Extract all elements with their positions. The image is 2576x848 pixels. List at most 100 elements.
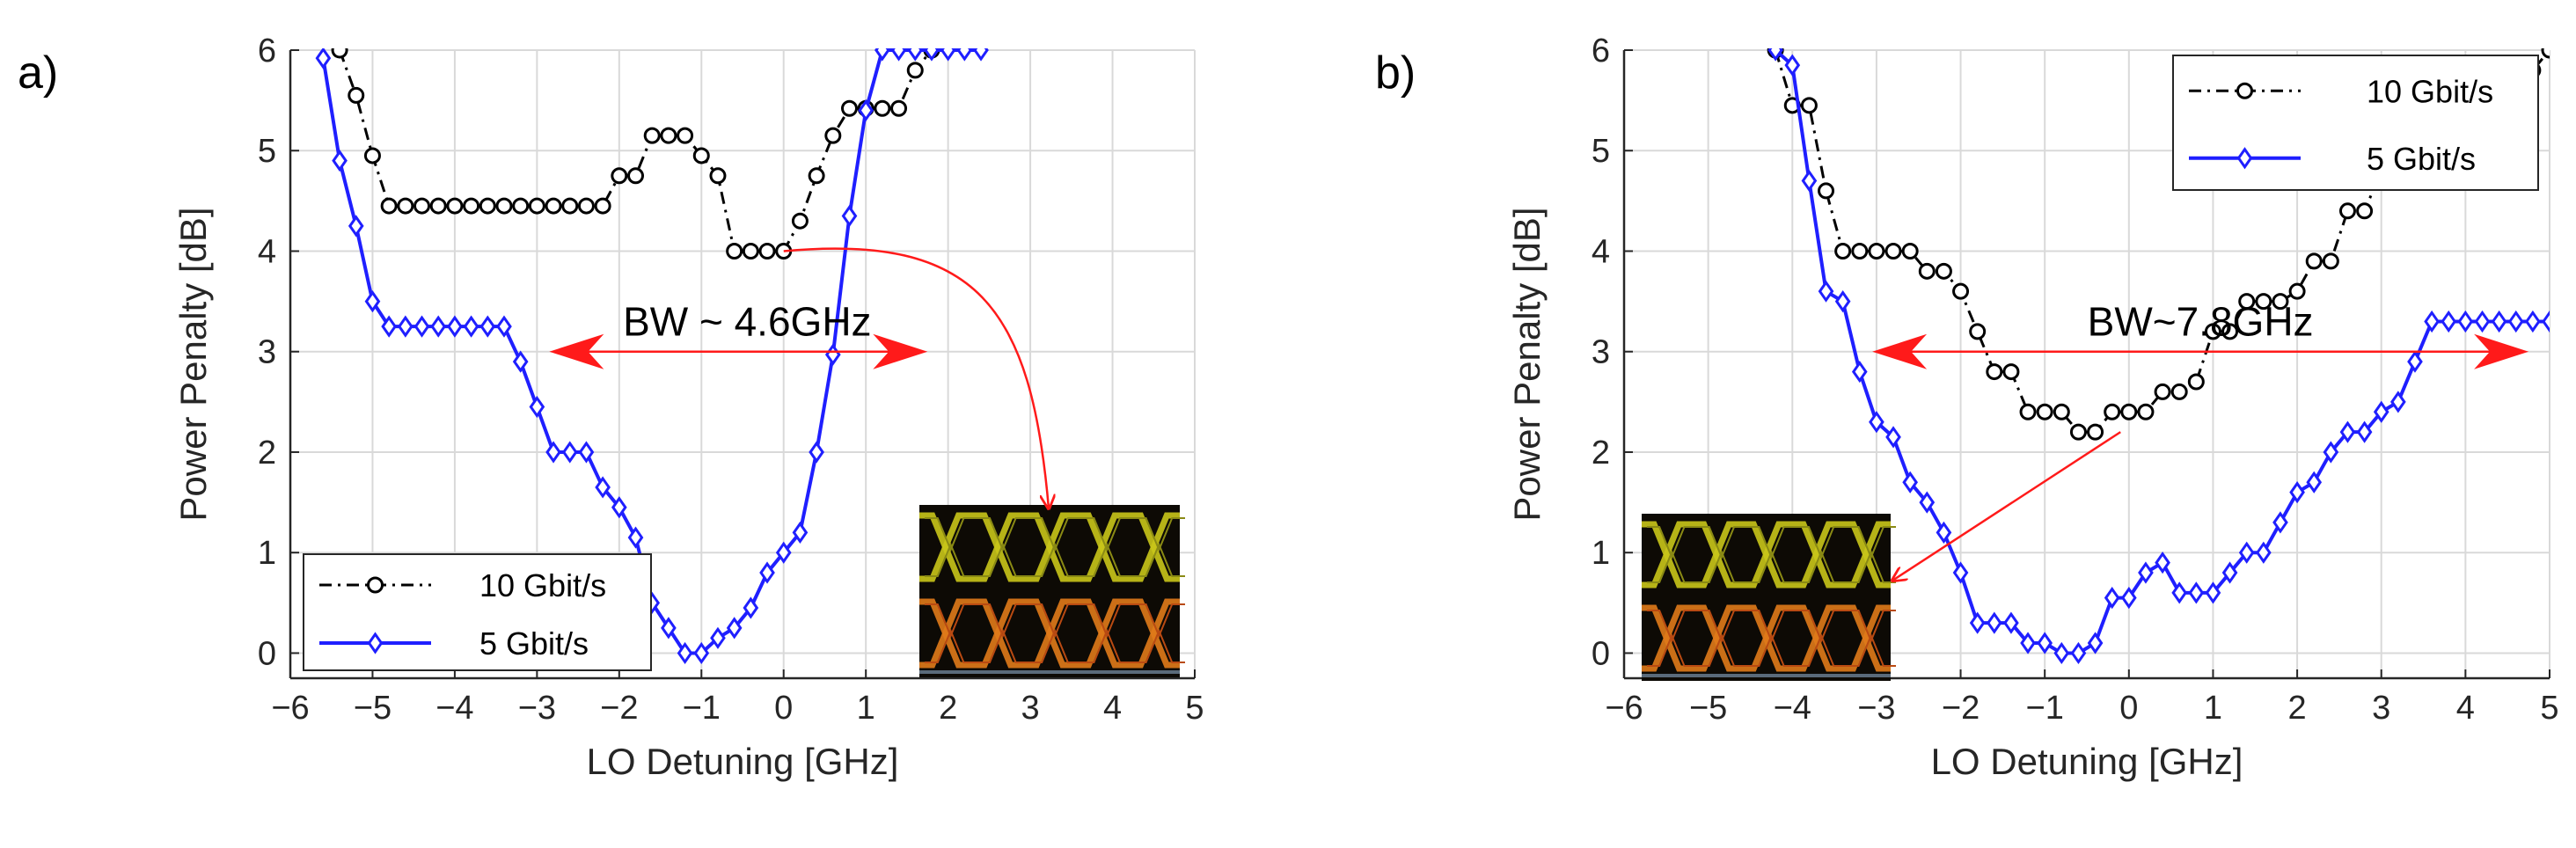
data-point-10g — [1834, 242, 1852, 260]
eye-diagram-inset — [1642, 514, 1896, 681]
data-point-5g — [496, 315, 512, 338]
data-point-10g — [380, 197, 398, 215]
data-point-5g — [775, 541, 792, 564]
x-tick-label: −2 — [1942, 690, 1980, 727]
data-point-5g — [2407, 350, 2423, 373]
data-point-5g — [413, 315, 430, 338]
legend-marker-circle — [2236, 82, 2253, 99]
data-point-10g — [2322, 252, 2339, 270]
data-point-10g — [874, 99, 891, 117]
data-point-5g — [348, 215, 364, 238]
legend-marker-diamond — [2236, 147, 2253, 170]
legend: 10 Gbit/s 5 Gbit/s — [2172, 55, 2539, 191]
x-tick-label: −4 — [1774, 690, 1811, 727]
data-point-5g — [743, 596, 759, 619]
data-point-10g — [495, 197, 513, 215]
data-point-5g — [2238, 541, 2255, 564]
data-point-10g — [1818, 182, 1835, 200]
data-point-5g — [2070, 641, 2087, 665]
data-point-10g — [791, 212, 809, 230]
data-point-10g — [627, 167, 645, 185]
bw-arrowhead-left — [549, 333, 604, 369]
eye-trace — [919, 538, 1180, 582]
data-point-10g — [2120, 403, 2138, 420]
data-point-10g — [660, 127, 677, 144]
x-tick-label: 0 — [774, 690, 793, 727]
y-tick-label: 1 — [1592, 535, 1610, 572]
series-group — [315, 48, 989, 665]
data-point-10g — [2272, 293, 2289, 311]
data-point-5g — [1936, 521, 1952, 544]
data-point-5g — [479, 315, 496, 338]
eye-callout-arrow — [783, 247, 1049, 508]
data-point-10g — [446, 197, 464, 215]
eye-trace — [919, 625, 1180, 669]
data-point-5g — [2104, 586, 2120, 610]
data-point-5g — [2037, 632, 2053, 654]
data-point-10g — [726, 242, 743, 260]
data-point-5g — [1869, 411, 1884, 434]
data-point-10g — [824, 127, 842, 144]
data-point-5g — [398, 315, 413, 338]
data-point-5g — [1834, 289, 1851, 313]
eye-diagram-background — [919, 505, 1180, 677]
data-point-10g — [677, 127, 694, 144]
data-point-5g — [2003, 611, 2019, 634]
legend-box — [303, 553, 652, 671]
data-point-5g — [1986, 611, 2002, 634]
data-point-5g — [430, 315, 447, 338]
data-point-5g — [2171, 581, 2188, 604]
data-point-10g — [1952, 282, 1970, 300]
legend-marker-circle — [367, 576, 384, 594]
data-point-5g — [710, 626, 726, 649]
x-tick-label: −6 — [271, 690, 309, 727]
data-point-10g — [397, 197, 414, 215]
data-point-5g — [792, 521, 809, 544]
data-point-5g — [726, 617, 743, 640]
data-point-10g — [1935, 262, 1952, 280]
x-tick-label: −6 — [1605, 690, 1643, 727]
data-point-5g — [545, 441, 561, 464]
data-point-10g — [2069, 423, 2087, 441]
data-point-5g — [841, 204, 858, 228]
bw-arrowhead-left — [1872, 333, 1928, 369]
data-point-5g — [956, 48, 973, 62]
y-tick-label: 4 — [1592, 233, 1610, 270]
data-point-10g — [758, 242, 776, 260]
y-tick-label: 1 — [258, 535, 276, 572]
bw-annotation: BW ~ 4.6GHz — [623, 299, 871, 345]
data-point-10g — [2288, 282, 2306, 300]
x-tick-label: 1 — [2204, 690, 2222, 727]
data-point-5g — [1952, 561, 1969, 584]
data-point-5g — [578, 441, 595, 464]
data-point-10g — [594, 197, 611, 215]
data-point-10g — [2087, 423, 2104, 441]
data-point-10g — [1918, 262, 1936, 280]
x-tick-label: −5 — [354, 690, 392, 727]
eye-trace — [925, 542, 1185, 577]
data-point-10g — [2187, 373, 2205, 391]
data-point-5g — [2256, 541, 2272, 564]
data-point-5g — [627, 526, 644, 549]
data-point-5g — [447, 315, 463, 338]
data-point-5g — [381, 315, 397, 338]
data-point-10g — [429, 197, 447, 215]
data-point-5g — [2542, 310, 2550, 333]
data-point-5g — [2525, 310, 2541, 333]
data-point-5g — [890, 48, 907, 62]
data-point-5g — [1818, 280, 1834, 303]
panel-label: b) — [1375, 48, 1416, 99]
y-tick-label: 4 — [258, 233, 276, 270]
data-point-10g — [545, 197, 562, 215]
data-point-5g — [1902, 471, 1918, 493]
data-point-10g — [1851, 242, 1869, 260]
y-tick-label: 6 — [1592, 33, 1610, 69]
y-tick-label: 6 — [258, 33, 276, 69]
bw-arrowhead-right — [873, 333, 928, 369]
data-point-10g — [1868, 242, 1885, 260]
data-point-10g — [611, 167, 628, 185]
data-point-5g — [1885, 426, 1901, 449]
chart-panel-a: −6 −5 −4 −3 −2 −1 0 1 2 3 4 5 0 1 2 3 4 5 6 LO Detuning [GH… — [18, 33, 1204, 782]
data-point-10g — [692, 147, 710, 164]
eye-trace — [1647, 526, 1896, 560]
